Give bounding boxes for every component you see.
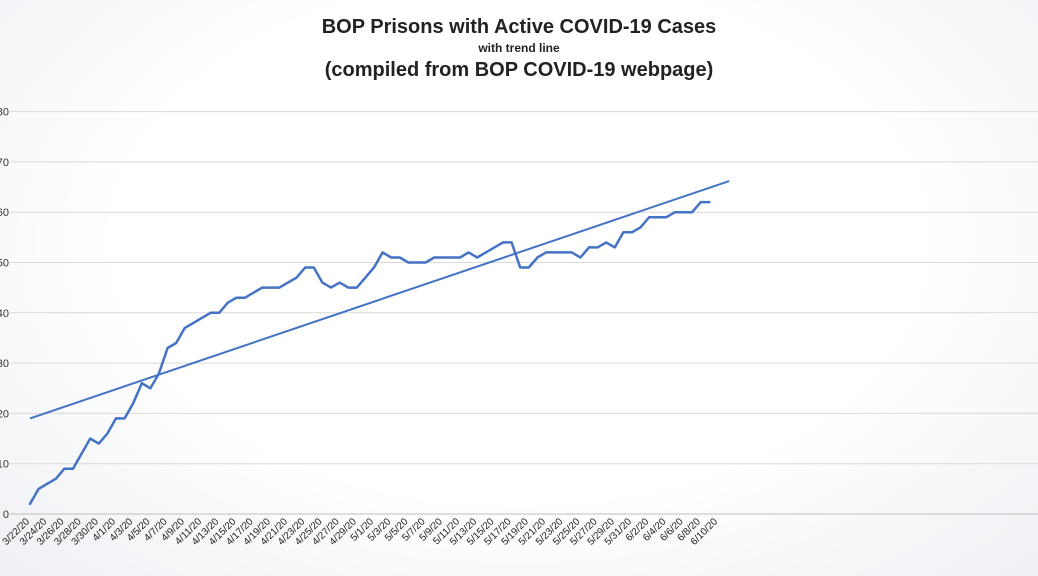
data-point (132, 402, 134, 404)
data-point (141, 382, 143, 384)
chart-title: BOP Prisons with Active COVID-19 Cases (321, 16, 717, 38)
data-point (192, 322, 194, 324)
data-point (261, 286, 263, 288)
data-point (115, 417, 117, 419)
data-point (338, 281, 340, 283)
data-point (605, 241, 607, 243)
data-point (201, 317, 203, 319)
y-tick-label: 40 (0, 308, 9, 320)
data-point (442, 256, 444, 258)
data-point (700, 201, 702, 203)
y-tick-label: 30 (0, 358, 9, 370)
data-point (218, 312, 220, 314)
data-point (46, 483, 48, 485)
data-point (528, 266, 530, 268)
trend-line (29, 180, 730, 420)
y-tick-label: 60 (0, 207, 9, 219)
data-point (89, 437, 91, 439)
data-point (321, 281, 323, 283)
data-point (545, 251, 547, 253)
data-point (622, 231, 624, 233)
data-point (330, 286, 332, 288)
data-point (98, 442, 100, 444)
y-tick-label: 80 (0, 107, 9, 119)
data-point (424, 261, 426, 263)
data-point (571, 251, 573, 253)
data-point (407, 261, 409, 263)
data-point (373, 266, 375, 268)
y-tick-label: 10 (0, 459, 9, 471)
data-point (278, 286, 280, 288)
data-point (295, 276, 297, 278)
y-tick-label: 50 (0, 258, 9, 270)
data-point (55, 478, 57, 480)
data-point (356, 286, 358, 288)
data-point (80, 452, 82, 454)
data-point (381, 251, 383, 253)
data-point (665, 216, 667, 218)
data-point (502, 241, 504, 243)
data-point (579, 256, 581, 258)
data-point (123, 417, 125, 419)
data-point (399, 256, 401, 258)
data-point (674, 211, 676, 213)
data-point (510, 241, 512, 243)
data-point (270, 286, 272, 288)
y-tick-label: 0 (3, 509, 9, 521)
data-point (29, 503, 31, 505)
data-point (63, 468, 65, 470)
data-point (175, 342, 177, 344)
data-point (493, 246, 495, 248)
data-point (227, 302, 229, 304)
data-point (184, 327, 186, 329)
data-point (708, 201, 710, 203)
y-tick-label: 20 (0, 408, 9, 420)
data-point (657, 216, 659, 218)
data-point (158, 372, 160, 374)
data-point (244, 297, 246, 299)
data-point (691, 211, 693, 213)
data-point (416, 261, 418, 263)
data-point (648, 216, 650, 218)
data-point (450, 256, 452, 258)
series-line (28, 200, 711, 506)
data-point (235, 297, 237, 299)
data-point (106, 432, 108, 434)
chart-title-secondary: (compiled from BOP COVID-19 webpage) (324, 59, 714, 81)
chart-title-block: BOP Prisons with Active COVID-19 Cases w… (0, 14, 1038, 84)
data-point (639, 226, 641, 228)
data-point (72, 468, 74, 470)
data-point (485, 251, 487, 253)
data-point (209, 312, 211, 314)
data-point (476, 256, 478, 258)
data-point (553, 251, 555, 253)
data-point (252, 291, 254, 293)
data-point (313, 266, 315, 268)
data-point (631, 231, 633, 233)
data-point (364, 276, 366, 278)
data-point (166, 347, 168, 349)
data-point (467, 251, 469, 253)
data-point (287, 281, 289, 283)
data-point (596, 246, 598, 248)
y-tick-label: 70 (0, 157, 9, 169)
data-point (459, 256, 461, 258)
data-point (562, 251, 564, 253)
data-point (433, 256, 435, 258)
data-point (536, 256, 538, 258)
data-point (519, 266, 521, 268)
data-point (149, 387, 151, 389)
data-point (347, 286, 349, 288)
data-point (390, 256, 392, 258)
data-point (37, 488, 39, 490)
data-point (682, 211, 684, 213)
data-point (588, 246, 590, 248)
chart-subtitle: with trend line (478, 41, 560, 55)
data-point (304, 266, 306, 268)
data-point (614, 246, 616, 248)
